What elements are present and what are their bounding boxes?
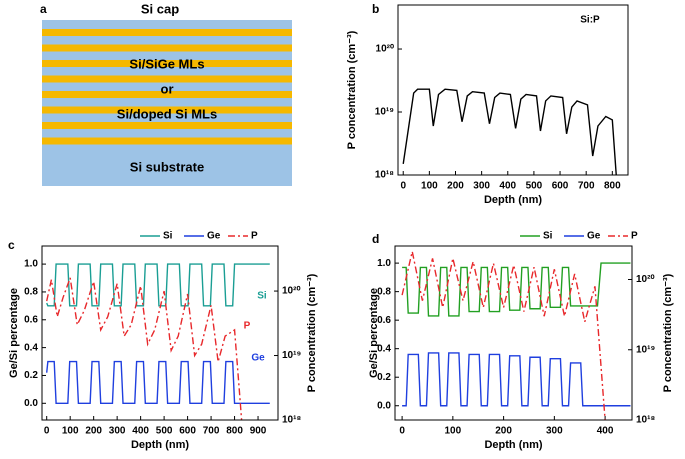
layer-stripe (42, 29, 292, 36)
y2-tick-label: 10²⁰ (282, 286, 300, 297)
layer-stripe (42, 137, 292, 145)
x-axis-label: Depth (nm) (484, 194, 542, 206)
x-tick-label: 300 (546, 426, 563, 437)
y-axis-label: P concentration (cm⁻³) (346, 30, 358, 149)
x-tick-label: 400 (132, 426, 149, 437)
x-tick-label: 200 (495, 426, 512, 437)
panel-letter: d (372, 232, 379, 246)
chart: b 0 100 200 300 400 500 600 700 800 10¹⁸ 10¹⁹ 10²⁰ De… (346, 2, 629, 206)
x-axis-label: Depth (nm) (484, 439, 542, 451)
y2-tick-label: 10¹⁹ (282, 350, 301, 361)
x-tick-label: 600 (552, 181, 569, 192)
y-tick-label: 0.2 (377, 372, 391, 383)
y-tick-label: 0.4 (24, 342, 38, 353)
x-tick-label: 700 (578, 181, 595, 192)
x-tick-label: 600 (179, 426, 196, 437)
legend-label: P (631, 231, 638, 242)
y-tick-label: 0.6 (24, 314, 38, 325)
x-tick-label: 500 (156, 426, 173, 437)
legend-label: Ge (587, 231, 601, 242)
plot-frame (41, 245, 279, 421)
series-line (46, 263, 270, 307)
x-tick-label: 200 (85, 426, 102, 437)
plot-frame (397, 4, 629, 176)
layer-stripe (42, 60, 292, 67)
y2-axis-label: P concentration (cm⁻³) (306, 273, 318, 392)
y2-tick-label: 10¹⁹ (636, 344, 655, 355)
layer-stripe (42, 106, 292, 114)
panel-letter: a (40, 2, 47, 16)
y-tick-label: 0.0 (377, 400, 391, 411)
chart: c 0 100 200 300 400 500 600 700 800 900 0.0 0.2 0.4 0.… (8, 231, 318, 451)
y-tick-label: 0.8 (24, 287, 38, 298)
series-line (46, 360, 270, 404)
y2-tick-label: 10¹⁸ (636, 415, 655, 426)
layer-label: Si cap (141, 1, 179, 16)
panel-letter: c (8, 238, 15, 252)
chart: d 0 100 200 300 400 0.0 0.2 0.4 0.6 0.8 1.0 10¹⁸ 10¹⁹… (368, 231, 674, 451)
x-tick-label: 0 (44, 426, 50, 437)
annotation: Si:P (580, 15, 600, 26)
x-tick-label: 100 (62, 426, 79, 437)
y-axis-label: Ge/Si percentage (368, 288, 380, 378)
x-tick-label: 400 (597, 426, 614, 437)
series-line (401, 251, 606, 420)
series-line (402, 262, 631, 317)
x-tick-label: 300 (109, 426, 126, 437)
legend-label: Ge (207, 231, 221, 242)
legend-label: P (251, 231, 258, 242)
layer-stripe (42, 75, 292, 83)
y-axis-label: Ge/Si percentage (8, 288, 20, 378)
annotation: P (244, 321, 251, 332)
y-tick-label: 10²⁰ (376, 44, 394, 55)
plot-frame (394, 245, 633, 421)
layer-stripe (42, 91, 292, 98)
annotation: Ge (251, 353, 265, 364)
x-tick-label: 0 (400, 181, 406, 192)
x-tick-label: 800 (604, 181, 621, 192)
y-tick-label: 0.4 (377, 343, 391, 354)
layer-label: Si/doped Si MLs (117, 106, 217, 121)
panel-letter: b (372, 2, 379, 16)
layer-stripe (42, 44, 292, 52)
y-tick-label: 0.6 (377, 315, 391, 326)
x-tick-label: 300 (473, 181, 490, 192)
series-line (46, 277, 243, 420)
x-tick-label: 200 (447, 181, 464, 192)
annotation: Si (257, 291, 267, 302)
x-tick-label: 400 (499, 181, 516, 192)
x-tick-label: 900 (250, 426, 267, 437)
y-tick-label: 0.2 (24, 370, 38, 381)
y-tick-label: 0.0 (24, 398, 38, 409)
y-tick-label: 1.0 (377, 258, 391, 269)
x-axis-label: Depth (nm) (131, 439, 189, 451)
x-tick-label: 100 (445, 426, 462, 437)
y-tick-label: 10¹⁸ (375, 170, 394, 181)
legend-label: Si (163, 231, 173, 242)
layer-stripe (42, 122, 292, 129)
y2-tick-label: 10¹⁸ (282, 415, 301, 426)
layer-label: Si/SiGe MLs (129, 56, 204, 71)
y-tick-label: 1.0 (24, 259, 38, 270)
x-tick-label: 500 (526, 181, 543, 192)
y-tick-label: 0.8 (377, 286, 391, 297)
x-tick-label: 800 (226, 426, 243, 437)
series-line (402, 88, 617, 175)
y-tick-label: 10¹⁹ (375, 107, 394, 118)
x-tick-label: 0 (399, 426, 405, 437)
y2-axis-label: P concentration (cm⁻³) (662, 273, 674, 392)
legend-label: Si (543, 231, 553, 242)
layer-label: Si substrate (130, 159, 204, 174)
y2-tick-label: 10²⁰ (636, 274, 654, 285)
x-tick-label: 700 (203, 426, 220, 437)
series-line (402, 352, 631, 407)
panel-a: a Si cap Si/SiGe MLs or Si/doped Si MLs … (40, 1, 292, 186)
x-tick-label: 100 (421, 181, 438, 192)
layer-label: or (161, 81, 174, 96)
